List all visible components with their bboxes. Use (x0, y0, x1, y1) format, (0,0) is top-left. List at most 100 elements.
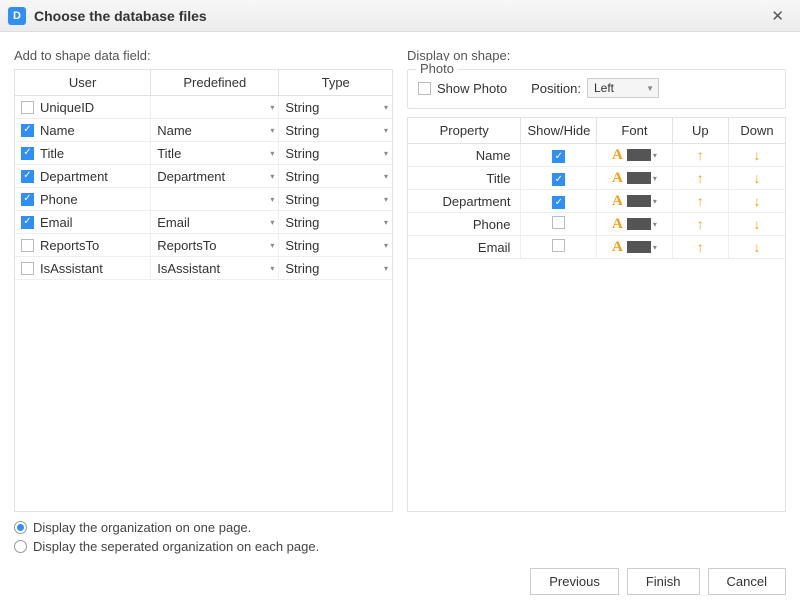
chevron-down-icon: ▾ (384, 126, 388, 135)
predefined-value: IsAssistant (157, 261, 220, 276)
property-name: Department (408, 190, 521, 213)
type-dropdown[interactable]: String▾ (279, 188, 392, 210)
font-picker[interactable]: A▾ (612, 170, 657, 187)
move-down-icon[interactable]: ↓ (753, 216, 760, 232)
showhide-checkbox[interactable] (552, 239, 565, 252)
predefined-dropdown[interactable]: ReportsTo▾ (151, 234, 278, 256)
col-showhide[interactable]: Show/Hide (521, 118, 597, 144)
field-checkbox[interactable] (21, 262, 34, 275)
radio-each-page[interactable]: Display the seperated organization on ea… (14, 539, 786, 554)
font-picker[interactable]: A▾ (612, 193, 657, 210)
field-checkbox[interactable] (21, 193, 34, 206)
type-dropdown[interactable]: String▾ (279, 165, 392, 187)
font-a-icon: A (612, 216, 623, 233)
chevron-down-icon: ▾ (384, 172, 388, 181)
chevron-down-icon: ▾ (270, 103, 274, 112)
font-a-icon: A (612, 193, 623, 210)
showhide-checkbox[interactable] (552, 150, 565, 163)
type-value: String (285, 192, 319, 207)
type-dropdown[interactable]: String▾ (279, 211, 392, 233)
show-photo-checkbox[interactable] (418, 82, 431, 95)
predefined-dropdown[interactable]: ▾ (151, 96, 278, 118)
field-checkbox[interactable] (21, 239, 34, 252)
user-value: Department (40, 169, 108, 184)
previous-button[interactable]: Previous (530, 568, 619, 595)
radio-icon (14, 521, 27, 534)
move-down-icon[interactable]: ↓ (753, 239, 760, 255)
showhide-checkbox[interactable] (552, 196, 565, 209)
showhide-checkbox[interactable] (552, 173, 565, 186)
predefined-dropdown[interactable]: ▾ (151, 188, 278, 210)
field-checkbox[interactable] (21, 216, 34, 229)
type-dropdown[interactable]: String▾ (279, 96, 392, 118)
move-up-icon[interactable]: ↑ (697, 239, 704, 255)
font-a-icon: A (612, 170, 623, 187)
predefined-dropdown[interactable]: Name▾ (151, 119, 278, 141)
type-dropdown[interactable]: String▾ (279, 142, 392, 164)
radio-each-page-label: Display the seperated organization on ea… (33, 539, 319, 554)
close-icon[interactable]: ✕ (763, 3, 792, 29)
predefined-dropdown[interactable]: Title▾ (151, 142, 278, 164)
move-up-icon[interactable]: ↑ (697, 216, 704, 232)
chevron-down-icon: ▾ (384, 264, 388, 273)
titlebar: D Choose the database files ✕ (0, 0, 800, 32)
property-name: Phone (408, 213, 521, 236)
right-panel: Display on shape: Photo Show Photo Posit… (407, 48, 786, 512)
table-row: NameName▾String▾ (15, 119, 392, 142)
field-checkbox[interactable] (21, 124, 34, 137)
font-a-icon: A (612, 239, 623, 256)
type-dropdown[interactable]: String▾ (279, 234, 392, 256)
font-picker[interactable]: A▾ (612, 147, 657, 164)
predefined-dropdown[interactable]: Department▾ (151, 165, 278, 187)
col-property[interactable]: Property (408, 118, 521, 144)
chevron-down-icon: ▾ (270, 264, 274, 273)
type-dropdown[interactable]: String▾ (279, 119, 392, 141)
chevron-down-icon: ▼ (646, 84, 654, 93)
chevron-down-icon: ▾ (653, 243, 657, 252)
radio-one-page[interactable]: Display the organization on one page. (14, 520, 786, 535)
field-checkbox[interactable] (21, 147, 34, 160)
show-photo-label: Show Photo (437, 81, 507, 96)
col-font[interactable]: Font (597, 118, 672, 144)
move-up-icon[interactable]: ↑ (697, 147, 704, 163)
font-picker[interactable]: A▾ (612, 216, 657, 233)
table-row: IsAssistantIsAssistant▾String▾ (15, 257, 392, 280)
field-checkbox[interactable] (21, 170, 34, 183)
type-value: String (285, 146, 319, 161)
move-up-icon[interactable]: ↑ (697, 170, 704, 186)
type-value: String (285, 100, 319, 115)
col-down[interactable]: Down (728, 118, 785, 144)
chevron-down-icon: ▾ (653, 151, 657, 160)
position-dropdown[interactable]: Left ▼ (587, 78, 659, 98)
left-label: Add to shape data field: (14, 48, 393, 63)
chevron-down-icon: ▾ (653, 174, 657, 183)
table-row: UniqueID▾String▾ (15, 96, 392, 119)
showhide-checkbox[interactable] (552, 216, 565, 229)
font-picker[interactable]: A▾ (612, 239, 657, 256)
move-down-icon[interactable]: ↓ (753, 147, 760, 163)
type-dropdown[interactable]: String▾ (279, 257, 392, 279)
photo-legend: Photo (416, 61, 458, 76)
display-options: Display the organization on one page. Di… (0, 512, 800, 554)
predefined-dropdown[interactable]: IsAssistant ▾ (151, 257, 278, 279)
table-row: NameA▾↑↓ (408, 144, 785, 167)
fields-table: User Predefined Type UniqueID▾String▾Nam… (15, 70, 392, 280)
col-predefined[interactable]: Predefined (151, 70, 279, 96)
color-swatch (627, 149, 651, 161)
move-up-icon[interactable]: ↑ (697, 193, 704, 209)
col-user[interactable]: User (15, 70, 151, 96)
predefined-dropdown[interactable]: Email▾ (151, 211, 278, 233)
content: Add to shape data field: User Predefined… (0, 32, 800, 512)
col-up[interactable]: Up (672, 118, 728, 144)
field-checkbox[interactable] (21, 101, 34, 114)
cancel-button[interactable]: Cancel (708, 568, 786, 595)
finish-button[interactable]: Finish (627, 568, 700, 595)
table-row: TitleA▾↑↓ (408, 167, 785, 190)
radio-one-page-label: Display the organization on one page. (33, 520, 251, 535)
user-value: IsAssistant (40, 261, 103, 276)
chevron-down-icon: ▾ (384, 241, 388, 250)
chevron-down-icon: ▾ (653, 197, 657, 206)
move-down-icon[interactable]: ↓ (753, 170, 760, 186)
move-down-icon[interactable]: ↓ (753, 193, 760, 209)
col-type[interactable]: Type (279, 70, 392, 96)
